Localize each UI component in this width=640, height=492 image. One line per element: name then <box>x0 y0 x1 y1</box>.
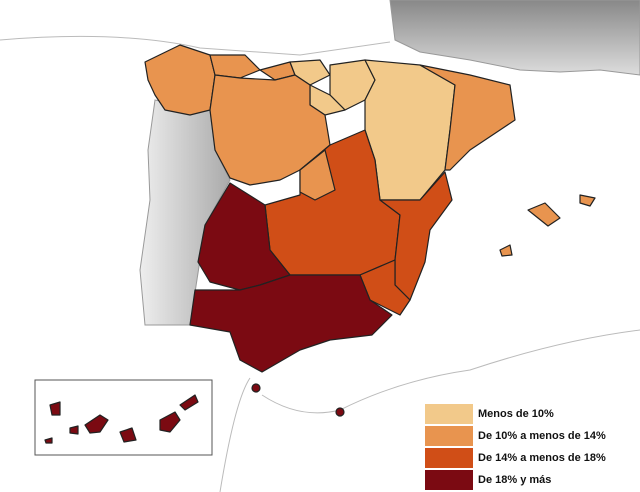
legend-label: De 14% a menos de 18% <box>478 452 606 464</box>
region <box>144 44 216 116</box>
region <box>419 64 516 171</box>
legend-label: De 10% a menos de 14% <box>478 430 606 442</box>
region <box>209 54 261 79</box>
region <box>44 394 199 444</box>
legend-swatch <box>425 426 473 446</box>
legend-swatch <box>425 404 473 424</box>
region <box>299 149 336 201</box>
region <box>251 383 261 393</box>
region <box>379 171 453 301</box>
region <box>189 274 393 373</box>
region <box>335 407 345 417</box>
legend: Menos de 10% De 10% a menos de 14% De 14% … <box>425 404 606 490</box>
legend-label: De 18% y más <box>478 474 551 486</box>
regions <box>34 44 596 456</box>
inset-frame <box>34 379 213 456</box>
legend-label: Menos de 10% <box>478 408 554 420</box>
region <box>289 59 331 86</box>
legend-swatch <box>425 448 473 468</box>
region <box>499 194 596 257</box>
legend-swatch <box>425 470 473 490</box>
